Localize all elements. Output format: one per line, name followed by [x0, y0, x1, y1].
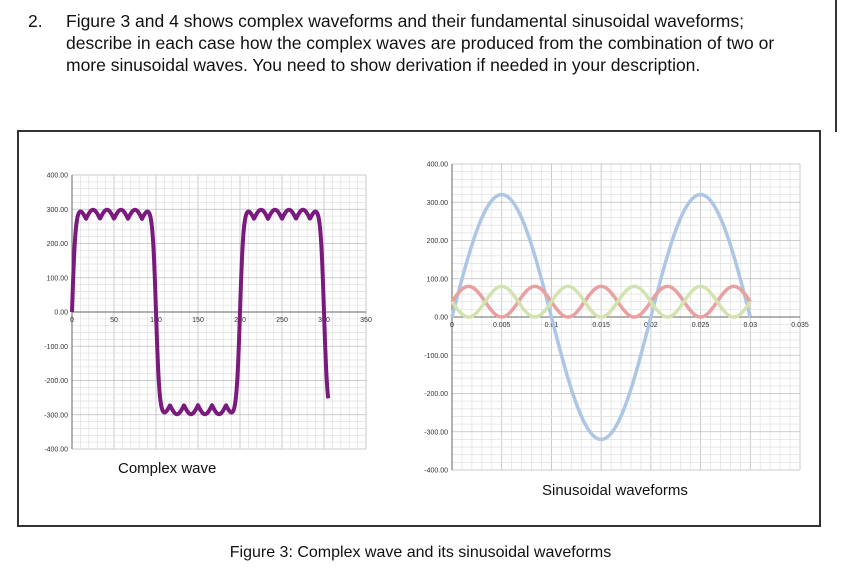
y-tick-label: -100.00: [424, 353, 448, 360]
question-text: Figure 3 and 4 shows complex waveforms a…: [66, 10, 838, 76]
y-tick-label: -100.00: [44, 344, 68, 351]
x-tick-label: 150: [192, 317, 204, 324]
y-tick-label: 400.00: [427, 162, 449, 169]
x-tick-label: 0: [450, 322, 454, 329]
x-tick-label: 0.03: [743, 322, 757, 329]
y-tick-label: 300.00: [427, 200, 449, 207]
x-tick-label: 350: [360, 317, 372, 324]
figure-caption: Figure 3: Complex wave and its sinusoida…: [229, 544, 612, 561]
sinusoidal-waveforms-title: Sinusoidal waveforms: [542, 482, 688, 499]
y-tick-label: 0.00: [54, 310, 68, 317]
question-line-1: Figure 3 and 4 shows complex waveforms a…: [66, 11, 744, 31]
x-tick-label: 0.005: [493, 322, 511, 329]
y-tick-label: -300.00: [424, 429, 448, 436]
y-tick-label: 100.00: [47, 275, 69, 282]
y-tick-label: -300.00: [44, 412, 68, 419]
sinusoidal-waveforms-chart: 400.00 300.00 200.00 100.00 0.00 -100.00 -200.…: [424, 162, 809, 475]
series-line-1: [450, 192, 752, 442]
complex-wave-chart: 400.00 300.00 200.00 100.00 0.00 -100.00 -200.…: [44, 173, 372, 454]
question-number: 2.: [28, 11, 43, 31]
question-line-3: more sinusoidal waves. You need to show …: [66, 55, 701, 75]
y-tick-label: -400.00: [424, 468, 448, 475]
x-tick-label: 0.02: [644, 322, 658, 329]
y-tick-label: -200.00: [44, 378, 68, 385]
x-tick-label: 250: [276, 317, 288, 324]
page-border-line: [835, 0, 837, 132]
y-tick-label: 0.00: [434, 315, 448, 322]
x-tick-label: 0.01: [545, 322, 559, 329]
y-tick-label: -200.00: [424, 391, 448, 398]
y-tick-label: 100.00: [427, 276, 449, 283]
question-line-2: describe in each case how the complex wa…: [66, 33, 775, 53]
y-tick-label: 300.00: [47, 207, 69, 214]
x-tick-label: 0.015: [592, 322, 610, 329]
y-tick-label: -400.00: [44, 447, 68, 454]
x-tick-label: 50: [110, 317, 118, 324]
y-tick-label: 200.00: [47, 241, 69, 248]
figure-frame: [17, 130, 821, 527]
x-tick-label: 0: [70, 317, 74, 324]
x-tick-label: 0.035: [791, 322, 809, 329]
y-tick-label: 400.00: [47, 173, 69, 180]
complex-wave-title: Complex wave: [118, 460, 217, 477]
x-tick-label: 0.025: [692, 322, 710, 329]
series-line-3: [450, 284, 752, 319]
series-line-1: [70, 207, 331, 417]
y-tick-label: 200.00: [427, 238, 449, 245]
series-line-2: [450, 284, 752, 319]
